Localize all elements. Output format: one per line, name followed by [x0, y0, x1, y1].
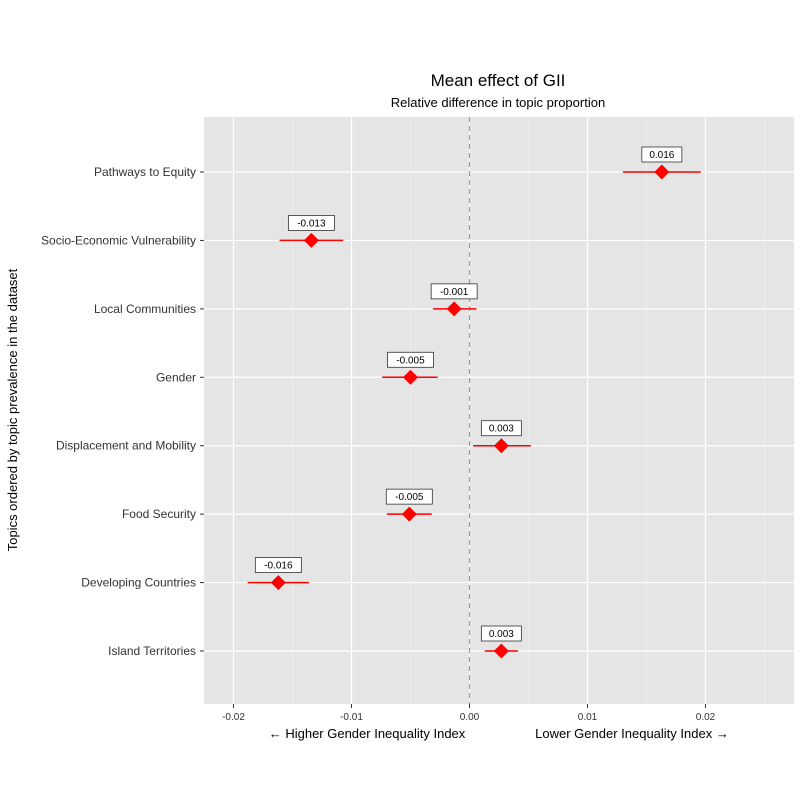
data-label-box [287, 215, 335, 231]
data-label: 0.003 [489, 424, 514, 435]
x-tick-labels: -0.02 -0.01 0.00 0.01 0.02 [222, 704, 716, 723]
data-label: -0.001 [440, 287, 469, 298]
data-label: -0.005 [396, 355, 425, 366]
estimate-point [401, 506, 417, 522]
data-label-box [385, 488, 433, 505]
x-tick-label: 0.01 [578, 712, 598, 723]
data-label: -0.016 [264, 561, 293, 572]
estimate-point [403, 369, 418, 385]
data-label-box [430, 283, 478, 300]
data-label-box [641, 146, 683, 163]
x-axis-title-right: Lower Gender Inequality Index → [535, 726, 729, 741]
y-tick-labels: Pathways to Equity Socio-Economic Vulnera… [41, 165, 204, 658]
y-tick-label: Socio-Economic Vulnerability [41, 233, 196, 247]
data-label-box [480, 625, 522, 642]
estimate-point [446, 301, 462, 317]
estimate-point [270, 575, 286, 591]
data-label: 0.016 [649, 150, 674, 161]
y-tick-label: Gender [156, 370, 196, 384]
estimate-point [493, 643, 509, 659]
data-label: -0.013 [297, 218, 326, 229]
data-label-box [254, 557, 302, 573]
x-axis-title-left: ← Higher Gender Inequality Index [269, 726, 466, 741]
chart-title: Mean effect of GII [431, 71, 566, 90]
estimate-point [654, 164, 670, 180]
data-label-box [480, 420, 522, 437]
y-tick-label: Pathways to Equity [94, 165, 196, 179]
plot-panel [204, 117, 794, 704]
y-axis-title: Topics ordered by topic prevalence in th… [5, 268, 20, 551]
y-tick-label: Displacement and Mobility [56, 439, 196, 453]
data-marks: 0.016 -0.013 -0.001 -0.005 0.003 -0.005 -0.016… [247, 146, 701, 659]
x-tick-label: 0.00 [460, 712, 480, 723]
chart-subtitle: Relative difference in topic proportion [391, 95, 605, 110]
data-label: -0.005 [395, 492, 424, 503]
y-tick-label: Island Territories [108, 644, 196, 658]
x-tick-label: -0.02 [222, 712, 245, 723]
y-tick-label: Developing Countries [81, 576, 196, 590]
y-tick-label: Food Security [122, 507, 196, 521]
x-tick-label: 0.02 [696, 712, 716, 723]
data-label-box [387, 351, 434, 368]
x-tick-label: -0.01 [340, 712, 363, 723]
estimate-point [493, 438, 509, 454]
y-tick-label: Local Communities [94, 302, 196, 316]
estimate-point [303, 232, 319, 248]
data-label: 0.003 [489, 629, 514, 640]
